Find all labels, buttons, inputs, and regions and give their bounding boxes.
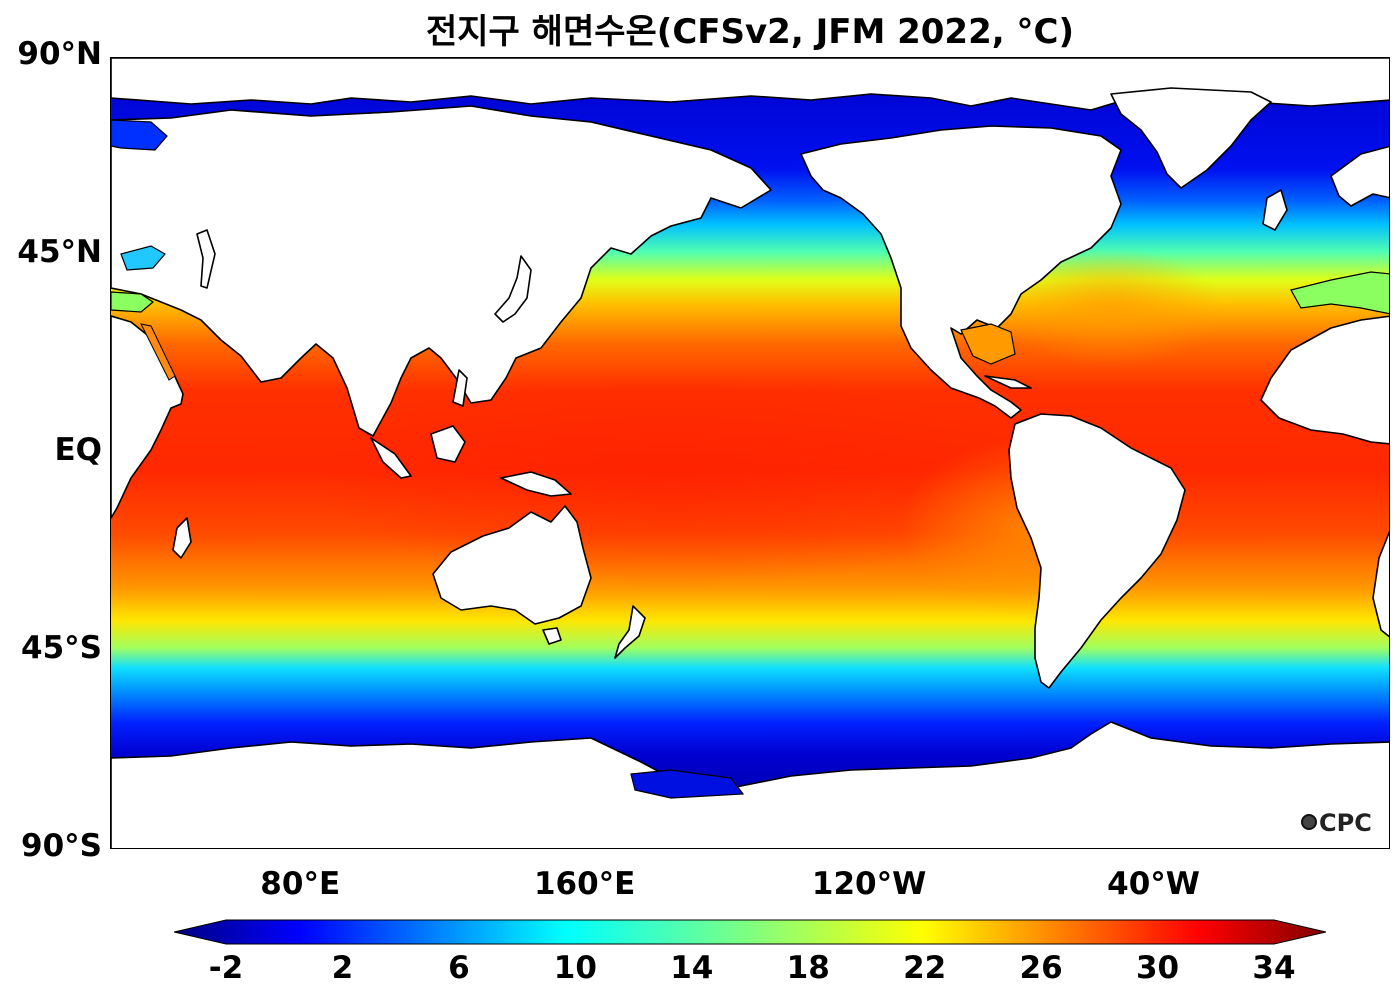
colorbar-tick-label: 26 — [1019, 950, 1063, 986]
madagascar-landmass — [172, 517, 192, 559]
british-isles-landmass — [1262, 189, 1288, 231]
colorbar-tick-label: 34 — [1252, 950, 1296, 986]
colorbar-tick-label: 14 — [670, 950, 714, 986]
colorbar-tick-label: 30 — [1135, 950, 1180, 986]
map-title: 전지구 해면수온(CFSv2, JFM 2022, °C) — [426, 12, 1074, 52]
lon-tick-label: 80°E — [260, 866, 341, 902]
barents-sea-cold-water — [111, 119, 168, 151]
lat-tick-label: 90°N — [17, 36, 102, 72]
lon-tick-label: 120°W — [811, 866, 927, 902]
cpc-logo-text: CPC — [1319, 809, 1372, 837]
mediterranean-sea-east — [111, 291, 155, 313]
caribbean-islands-landmass — [984, 375, 1032, 389]
gulf-of-mexico — [960, 323, 1016, 365]
red-sea — [140, 323, 176, 381]
lat-tick-label: 45°N — [17, 234, 102, 270]
sst-map: CPC — [110, 57, 1390, 849]
australia-landmass — [432, 505, 592, 625]
new-guinea-landmass — [500, 471, 572, 497]
north-america-landmass — [800, 125, 1122, 419]
tasmania-landmass — [542, 627, 562, 645]
eurasia-landmass — [111, 105, 772, 437]
caspian-sea-outline — [196, 229, 216, 289]
black-sea — [120, 245, 166, 271]
lat-tick-label: EQ — [54, 432, 102, 468]
lon-tick-label: 40°W — [1107, 866, 1200, 902]
west-africa-landmass — [1260, 315, 1389, 445]
cpc-logo-mark — [1301, 814, 1317, 830]
colorbar-tick-label: 10 — [553, 950, 597, 986]
borneo-landmass — [430, 425, 466, 463]
lat-tick-label: 45°S — [21, 630, 102, 666]
philippines-landmass — [452, 369, 468, 407]
south-america-landmass — [1008, 413, 1186, 689]
colorbar-tick-label: 2 — [331, 950, 354, 986]
colorbar-tick-label: 18 — [786, 950, 830, 986]
japan-landmass — [494, 255, 532, 323]
ross-sea-patch — [630, 769, 745, 799]
greenland-landmass — [1110, 87, 1272, 189]
colorbar-tick-label: -2 — [208, 950, 244, 986]
new-zealand-landmass — [614, 605, 646, 659]
cpc-logo: CPC — [1301, 809, 1372, 837]
scandinavia-landmass — [1330, 145, 1389, 207]
antarctica-landmass — [111, 721, 1389, 848]
lat-tick-label: 90°S — [21, 828, 102, 864]
colorbar-gradient — [174, 919, 1326, 945]
colorbar-tick-label: 6 — [448, 950, 470, 986]
gulf-stream-warm-region — [1001, 248, 1221, 368]
southern-africa-landmass — [1372, 530, 1389, 638]
lon-tick-label: 160°E — [533, 866, 636, 902]
colorbar — [174, 919, 1326, 945]
mediterranean-sea-west — [1290, 271, 1389, 315]
colorbar-tick-label: 22 — [903, 950, 947, 986]
sumatra-landmass — [370, 437, 412, 479]
